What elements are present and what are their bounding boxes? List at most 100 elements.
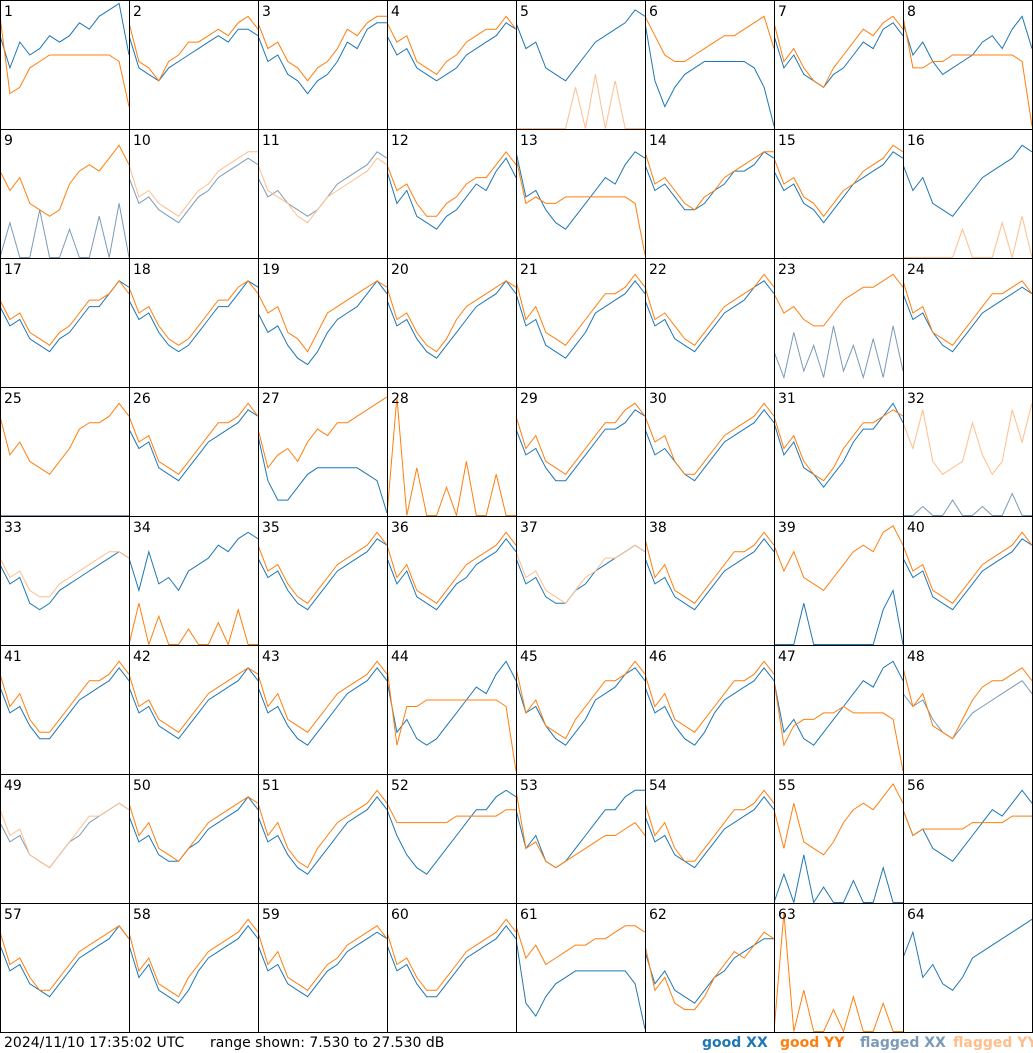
panel (0, 924, 129, 998)
panel (258, 279, 387, 366)
panel (516, 789, 645, 869)
trace-xx (129, 795, 258, 862)
panel (774, 15, 903, 89)
panel-label: 55 (778, 778, 796, 794)
trace-yy (258, 15, 387, 82)
panel-label: 38 (649, 520, 667, 536)
trace-xx (387, 924, 516, 998)
trace-xx (0, 2, 129, 70)
panel-label: 12 (391, 133, 409, 149)
panel (387, 279, 516, 359)
trace-yy (903, 16, 1032, 127)
panel (0, 144, 129, 258)
trace-yy (387, 280, 516, 353)
trace-xx (129, 531, 258, 593)
trace-xx (903, 918, 1032, 991)
trace-xx (516, 938, 645, 1030)
panel-label: 60 (391, 907, 409, 923)
trace-xx (903, 15, 1032, 76)
panel-label: 45 (520, 649, 538, 665)
trace-yy (387, 396, 516, 516)
panel-label: 30 (649, 391, 667, 407)
trace-yy (774, 525, 903, 592)
panel (903, 789, 1032, 862)
trace-yy (0, 144, 129, 217)
panel (0, 402, 129, 516)
trace-xx (387, 537, 516, 611)
panel (903, 403, 1032, 516)
trace-yy (129, 151, 258, 217)
panel-label: 37 (520, 520, 538, 536)
range-text: range shown: 7.530 to 27.530 dB (210, 1035, 444, 1051)
panel-label: 11 (262, 133, 280, 149)
trace-xx (903, 286, 1032, 353)
panel-label: 19 (262, 262, 280, 278)
trace-yy (258, 157, 387, 224)
trace-xx (774, 588, 903, 645)
panel-label: 7 (778, 4, 787, 20)
trace-xx (774, 151, 903, 224)
trace-yy (387, 15, 516, 76)
panel (903, 667, 1032, 740)
panel (0, 802, 129, 869)
legend-entry: good XX (702, 1035, 768, 1051)
trace-xx (258, 279, 387, 366)
trace-yy (774, 15, 903, 89)
trace-xx (258, 435, 387, 514)
panel (387, 918, 516, 998)
panel (258, 531, 387, 611)
panel-label: 52 (391, 778, 409, 794)
panel (129, 531, 258, 645)
trace-yy (903, 280, 1032, 346)
trace-yy (516, 544, 645, 604)
panel (903, 531, 1032, 611)
panel (516, 660, 645, 746)
panel (258, 660, 387, 746)
trace-yy (774, 912, 903, 1032)
panel (387, 660, 516, 772)
panel-label: 64 (907, 907, 925, 923)
panel-label: 51 (262, 778, 280, 794)
panel-label: 54 (649, 778, 667, 794)
panel-label: 22 (649, 262, 667, 278)
panel-label: 5 (520, 4, 529, 20)
panel (0, 279, 129, 353)
panel-label: 47 (778, 649, 796, 665)
panel-label: 53 (520, 778, 538, 794)
panel-label: 36 (391, 520, 409, 536)
panel-label: 8 (907, 4, 916, 20)
panel-label: 1 (4, 4, 13, 20)
trace-yy (129, 603, 258, 645)
trace-xx (645, 280, 774, 353)
panel-label: 34 (133, 520, 151, 536)
trace-xx (0, 924, 129, 998)
panel-label: 58 (133, 907, 151, 923)
panel-label: 17 (4, 262, 22, 278)
trace-yy (387, 802, 516, 824)
trace-yy (0, 279, 129, 346)
trace-yy (516, 158, 645, 256)
trace-yy (387, 150, 516, 217)
trace-xx (645, 151, 774, 211)
panel (129, 666, 258, 740)
panel-label: 29 (520, 391, 538, 407)
panel-label: 13 (520, 133, 538, 149)
trace-yy (0, 402, 129, 475)
trace-yy (774, 144, 903, 218)
trace-xx (258, 795, 387, 875)
trace-yy (516, 74, 645, 129)
trace-yy (0, 551, 129, 598)
panel-label: 23 (778, 262, 796, 278)
trace-yy (903, 216, 1032, 258)
panel-label: 15 (778, 133, 796, 149)
trace-xx (387, 22, 516, 82)
panel-label: 48 (907, 649, 925, 665)
trace-yy (129, 280, 258, 346)
panel (903, 280, 1032, 353)
panel-label: 49 (4, 778, 22, 794)
panel (516, 925, 645, 1030)
trace-yy (0, 16, 129, 107)
trace-yy (903, 403, 1032, 476)
panel (774, 144, 903, 224)
